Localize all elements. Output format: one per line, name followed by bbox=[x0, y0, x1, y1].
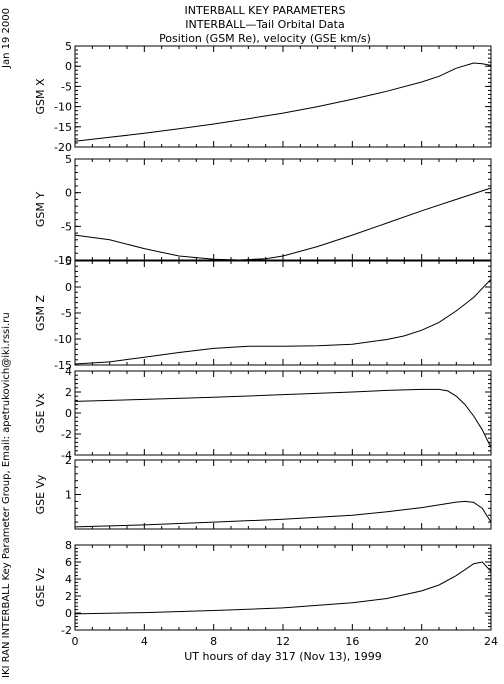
panel-frame bbox=[74, 544, 492, 631]
y-tick-label: -20 bbox=[54, 141, 72, 154]
x-axis: 0 4 8 12 16 20 24 bbox=[72, 635, 499, 648]
y-tick-label: 0 bbox=[65, 60, 72, 73]
y-tick-label: -4 bbox=[61, 449, 72, 462]
x-tick-label: 24 bbox=[484, 635, 498, 648]
series-line bbox=[74, 561, 492, 615]
y-tick-label: -2 bbox=[61, 428, 72, 441]
y-tick-label: -10 bbox=[54, 254, 72, 267]
y-tick-label: -5 bbox=[61, 307, 72, 320]
y-tick-label: -15 bbox=[54, 121, 72, 134]
y-tick-label: 4 bbox=[65, 573, 72, 586]
x-tick-label: 4 bbox=[141, 635, 148, 648]
y-tick-label: -10 bbox=[54, 101, 72, 114]
y-axis-label: GSM Y bbox=[34, 192, 47, 227]
panel-frame bbox=[74, 459, 492, 530]
y-tick-label: -5 bbox=[61, 220, 72, 233]
y-tick-label: -15 bbox=[54, 359, 72, 372]
y-tick-label: 5 bbox=[65, 153, 72, 166]
x-tick-label: 20 bbox=[415, 635, 429, 648]
y-tick-label: 0 bbox=[65, 281, 72, 294]
x-tick-label: 16 bbox=[345, 635, 359, 648]
panel-frame bbox=[74, 370, 492, 456]
y-axis-label: GSM Z bbox=[34, 295, 47, 331]
y-tick-label: 8 bbox=[65, 539, 72, 552]
series-line bbox=[74, 187, 492, 261]
panel-gse-vy: 2 1 GSE Vy bbox=[34, 454, 492, 530]
series-line bbox=[74, 500, 492, 528]
panel-gsm-x: 5 0 -5 -10 -15 -20 GSM X bbox=[34, 40, 492, 154]
y-tick-label: 0 bbox=[65, 607, 72, 620]
y-tick-label: 5 bbox=[65, 40, 72, 53]
panel-gsm-z: 5 0 -5 -10 -15 GSM Z bbox=[34, 255, 492, 372]
y-tick-label: 6 bbox=[65, 556, 72, 569]
y-tick-label: 2 bbox=[65, 454, 72, 467]
y-tick-label: -10 bbox=[54, 333, 72, 346]
y-tick-label: 1 bbox=[65, 489, 72, 502]
y-axis-label: GSM X bbox=[34, 78, 47, 114]
x-axis-label: UT hours of day 317 (Nov 13), 1999 bbox=[184, 650, 382, 663]
x-tick-label: 8 bbox=[210, 635, 217, 648]
panel-gse-vz: 8 6 4 2 0 -2 GSE Vz bbox=[34, 539, 492, 637]
figure-subtitle: INTERBALL—Tail Orbital Data bbox=[185, 18, 344, 31]
series-line bbox=[74, 62, 492, 142]
y-tick-label: -5 bbox=[61, 80, 72, 93]
panel-frame bbox=[74, 158, 492, 261]
credit-line: IKI RAN INTERBALL Key Parameter Group, E… bbox=[1, 312, 12, 678]
figure-subtitle-2: Position (GSM Re), velocity (GSE km/s) bbox=[159, 32, 371, 45]
x-tick-label: 0 bbox=[72, 635, 79, 648]
y-tick-label: 0 bbox=[65, 187, 72, 200]
y-axis-label: GSE Vy bbox=[34, 474, 47, 514]
panel-gse-vx: 4 2 0 -2 -4 GSE Vx bbox=[34, 365, 492, 462]
panel-frame bbox=[74, 45, 492, 148]
y-tick-label: 5 bbox=[65, 255, 72, 268]
panel-gsm-y: 5 0 -5 -10 GSM Y bbox=[34, 153, 492, 267]
y-tick-label: 2 bbox=[65, 386, 72, 399]
y-tick-label: 2 bbox=[65, 590, 72, 603]
panel-frame bbox=[74, 260, 492, 366]
y-tick-label: 4 bbox=[65, 365, 72, 378]
y-tick-label: 0 bbox=[65, 407, 72, 420]
x-tick-label: 12 bbox=[276, 635, 290, 648]
series-line bbox=[74, 388, 492, 448]
series-line bbox=[74, 278, 492, 365]
y-axis-label: GSE Vz bbox=[34, 568, 47, 607]
date-stamp: Jan 19 2000 bbox=[1, 8, 12, 68]
y-axis-label: GSE Vx bbox=[34, 393, 47, 433]
figure-title: INTERBALL KEY PARAMETERS bbox=[185, 4, 346, 17]
y-tick-label: -2 bbox=[61, 624, 72, 637]
